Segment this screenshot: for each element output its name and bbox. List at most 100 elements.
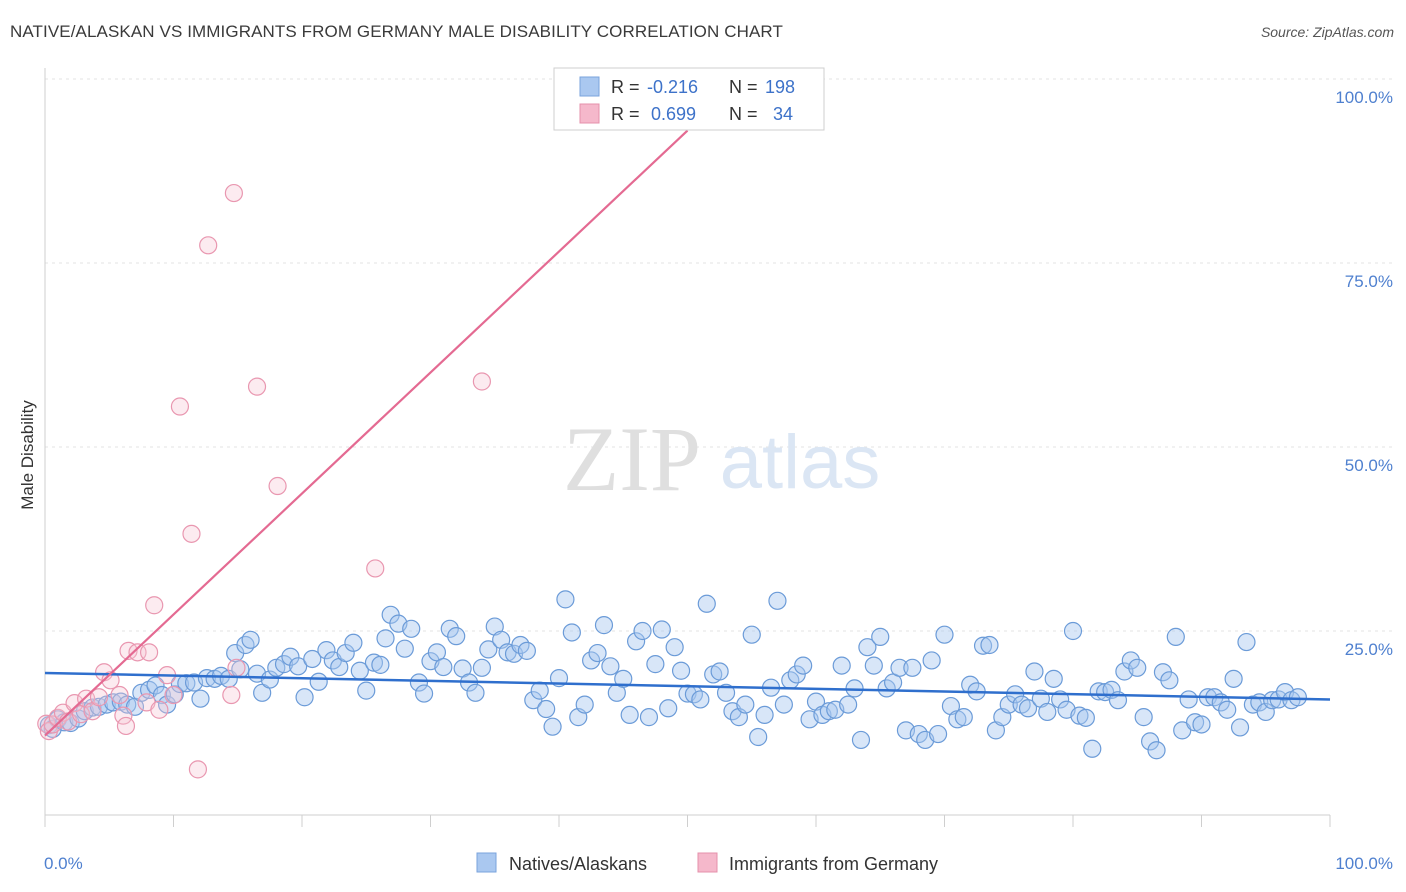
point-natives-83 xyxy=(582,651,601,670)
point-natives-151 xyxy=(1018,699,1038,718)
point-natives-113 xyxy=(774,695,793,714)
legend-r-label-pink: R = xyxy=(611,104,640,124)
point-natives-91 xyxy=(633,621,652,641)
point-germany-15 xyxy=(116,716,136,736)
point-natives-96 xyxy=(665,638,684,657)
point-natives-41 xyxy=(309,672,328,691)
point-natives-171 xyxy=(1147,741,1166,760)
point-natives-103 xyxy=(710,662,729,681)
point-natives-122 xyxy=(832,656,851,675)
point-germany-23 xyxy=(164,685,183,705)
point-natives-160 xyxy=(1076,708,1095,727)
point-natives-37 xyxy=(281,647,300,666)
point-natives-112 xyxy=(768,591,787,610)
point-natives-125 xyxy=(851,730,871,750)
point-natives-50 xyxy=(371,655,390,674)
point-natives-126 xyxy=(858,638,877,657)
point-natives-65 xyxy=(466,683,485,702)
point-natives-30 xyxy=(236,635,255,655)
point-natives-86 xyxy=(601,657,620,676)
y-tick-label-1: 50.0% xyxy=(1345,456,1393,475)
point-germany-14 xyxy=(114,706,133,725)
bottom-legend-germany: Immigrants from Germany xyxy=(729,854,938,874)
legend-swatch-pink xyxy=(579,103,600,124)
point-natives-155 xyxy=(1044,669,1063,688)
point-germany-20 xyxy=(145,596,164,615)
point-natives-67 xyxy=(479,640,498,659)
y-axis-label: Male Disability xyxy=(18,400,37,510)
point-natives-40 xyxy=(303,649,322,669)
point-germany-33 xyxy=(366,559,385,578)
point-natives-182 xyxy=(1218,700,1237,719)
point-germany-28 xyxy=(222,685,241,705)
point-natives-93 xyxy=(646,655,665,674)
point-germany-25 xyxy=(182,524,201,543)
point-natives-46 xyxy=(344,633,363,652)
point-natives-77 xyxy=(543,717,562,736)
grid xyxy=(45,78,1395,632)
point-natives-38 xyxy=(289,657,308,676)
point-germany-19 xyxy=(139,643,159,662)
tick-labels: 25.0% 50.0% 75.0% 100.0% 0.0% 100.0% xyxy=(44,88,1393,873)
point-natives-76 xyxy=(537,699,556,719)
point-natives-42 xyxy=(317,641,336,660)
watermark-atlas: atlas xyxy=(720,420,881,505)
point-natives-167 xyxy=(1121,651,1140,670)
point-natives-97 xyxy=(671,661,691,680)
point-natives-107 xyxy=(736,695,755,714)
x-tick-label-start: 0.0% xyxy=(44,854,83,873)
point-natives-23 xyxy=(191,689,210,708)
point-natives-73 xyxy=(517,641,536,660)
point-natives-174 xyxy=(1166,627,1185,646)
bottom-legend-swatch-pink xyxy=(697,852,718,873)
point-natives-10 xyxy=(104,693,123,712)
x-tick-label-end: 100.0% xyxy=(1335,854,1393,873)
point-natives-100 xyxy=(691,690,710,709)
point-natives-60 xyxy=(434,657,453,677)
legend-r-blue: -0.216 xyxy=(647,77,698,97)
point-germany-29 xyxy=(224,183,243,203)
bottom-legend-natives: Natives/Alaskans xyxy=(509,854,647,874)
point-natives-188 xyxy=(1256,702,1275,722)
y-tick-label-2: 75.0% xyxy=(1345,272,1393,291)
legend-n-pink: 34 xyxy=(773,104,793,124)
point-natives-148 xyxy=(999,695,1018,714)
point-germany-3 xyxy=(48,708,67,727)
legend: R = -0.216 N = 198 R = 0.699 N = 34 xyxy=(553,67,825,131)
point-natives-61 xyxy=(440,619,459,638)
point-natives-88 xyxy=(614,669,633,688)
point-natives-109 xyxy=(749,727,768,747)
point-natives-82 xyxy=(575,695,594,714)
trend-lines xyxy=(44,129,1331,737)
point-natives-39 xyxy=(295,688,314,707)
point-germany-34 xyxy=(472,372,491,391)
legend-n-label-pink: N = xyxy=(729,104,758,124)
point-natives-178 xyxy=(1192,715,1211,734)
point-germany-24 xyxy=(170,397,190,416)
point-natives-152 xyxy=(1025,662,1044,681)
trend-line-natives xyxy=(44,671,1331,701)
point-natives-66 xyxy=(472,658,491,677)
point-natives-173 xyxy=(1160,671,1179,690)
point-natives-189 xyxy=(1263,691,1282,710)
point-natives-80 xyxy=(562,623,581,642)
bottom-legend-swatch-blue xyxy=(476,852,497,873)
point-natives-101 xyxy=(697,594,716,613)
point-natives-16 xyxy=(146,676,165,695)
point-natives-108 xyxy=(742,625,761,644)
point-natives-184 xyxy=(1230,718,1250,737)
point-natives-175 xyxy=(1173,721,1192,740)
point-natives-85 xyxy=(594,616,614,635)
point-germany-32 xyxy=(268,476,287,496)
point-natives-51 xyxy=(376,629,395,648)
point-germany-30 xyxy=(227,658,246,677)
point-germany-6 xyxy=(65,694,84,713)
source-attribution: Source: ZipAtlas.com xyxy=(1260,24,1394,40)
legend-r-pink: 0.699 xyxy=(651,104,696,124)
point-natives-131 xyxy=(890,658,909,677)
point-natives-55 xyxy=(402,619,421,638)
point-natives-158 xyxy=(1063,621,1083,641)
axes xyxy=(44,68,1331,827)
point-natives-144 xyxy=(973,636,993,655)
point-natives-62 xyxy=(447,627,466,646)
